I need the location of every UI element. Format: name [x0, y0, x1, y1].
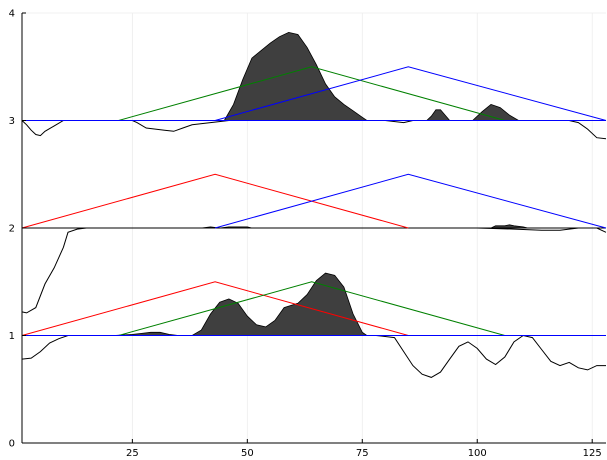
- y-tick-label: 2: [9, 224, 15, 235]
- triangle-blue-row-2: [214, 173, 607, 229]
- x-tick-label: 50: [241, 448, 254, 459]
- y-tick-label: 4: [9, 9, 15, 20]
- x-tick-label: 25: [126, 448, 139, 459]
- y-tick-label: 1: [9, 331, 15, 342]
- triangle-red-row-1: [21, 281, 409, 336]
- triangle-green-row-1: [118, 281, 505, 336]
- density-area-row-1: [113, 272, 369, 336]
- x-tick-label: 100: [468, 448, 487, 459]
- y-tick-label: 3: [9, 116, 15, 127]
- triangle-blue-row-3: [214, 66, 607, 121]
- triangle-red-row-2: [21, 173, 409, 229]
- density-curve-row-2: [21, 227, 607, 314]
- density-curve-row-1: [21, 334, 606, 378]
- triangle-green-row-3: [118, 66, 505, 121]
- density-area-row-3: [223, 31, 521, 121]
- x-tick-label: 125: [583, 448, 602, 459]
- axes: [21, 12, 606, 444]
- density-areas: [113, 31, 528, 336]
- density-curve-row-3: [21, 120, 607, 140]
- triangle-functions: [21, 66, 607, 336]
- y-tick-label: 0: [9, 439, 15, 450]
- density-curves: [21, 120, 607, 378]
- x-tick-label: 75: [356, 448, 369, 459]
- tick-labels: 25 50 75 100 125 0 1 2 3 4: [9, 9, 602, 460]
